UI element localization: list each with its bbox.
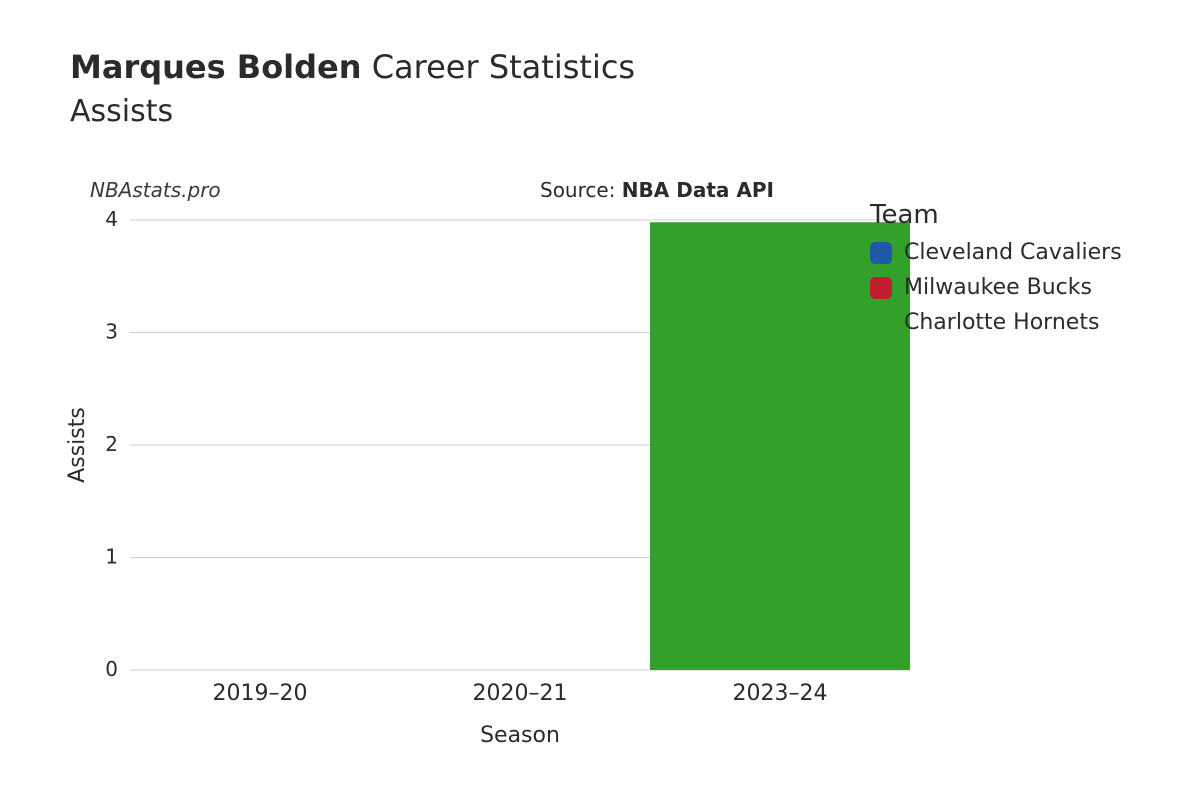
legend-item: Cleveland Cavaliers	[870, 240, 1122, 265]
source-attribution: Source: NBA Data API	[540, 178, 774, 202]
y-tick-label: 1	[105, 545, 118, 569]
x-axis-label: Season	[480, 723, 560, 748]
y-tick-label: 4	[105, 207, 118, 231]
y-tick-label: 2	[105, 432, 118, 456]
watermark-text: NBAstats.pro	[90, 178, 221, 202]
plot-area: 012342019–202020–212023–24SeasonAssists	[70, 210, 850, 660]
title-suffix: Career Statistics	[372, 48, 635, 86]
x-tick-label: 2020–21	[473, 681, 568, 706]
chart-titles: Marques Bolden Career Statistics Assists	[70, 48, 635, 129]
y-axis-label: Assists	[65, 407, 90, 483]
legend-item: Milwaukee Bucks	[870, 275, 1122, 300]
legend-swatch	[870, 312, 892, 334]
x-tick-label: 2023–24	[733, 681, 828, 706]
legend-label: Milwaukee Bucks	[904, 275, 1092, 300]
y-tick-label: 3	[105, 320, 118, 344]
source-name: NBA Data API	[622, 178, 774, 202]
legend-label: Cleveland Cavaliers	[904, 240, 1122, 265]
source-label: Source:	[540, 178, 622, 202]
y-tick-label: 0	[105, 657, 118, 681]
legend-title: Team	[870, 200, 1122, 230]
chart-container: Marques Bolden Career Statistics Assists…	[0, 0, 1200, 800]
legend-label: Charlotte Hornets	[904, 310, 1099, 335]
chart-subtitle: Assists	[70, 94, 635, 129]
x-tick-label: 2019–20	[213, 681, 308, 706]
chart-title: Marques Bolden Career Statistics	[70, 48, 635, 86]
legend-item: Charlotte Hornets	[870, 310, 1122, 335]
legend: Team Cleveland Cavaliers Milwaukee Bucks C…	[870, 200, 1122, 345]
legend-swatch	[870, 277, 892, 299]
legend-swatch	[870, 242, 892, 264]
chart-svg: 012342019–202020–212023–24SeasonAssists	[70, 210, 970, 780]
player-name: Marques Bolden	[70, 48, 362, 86]
